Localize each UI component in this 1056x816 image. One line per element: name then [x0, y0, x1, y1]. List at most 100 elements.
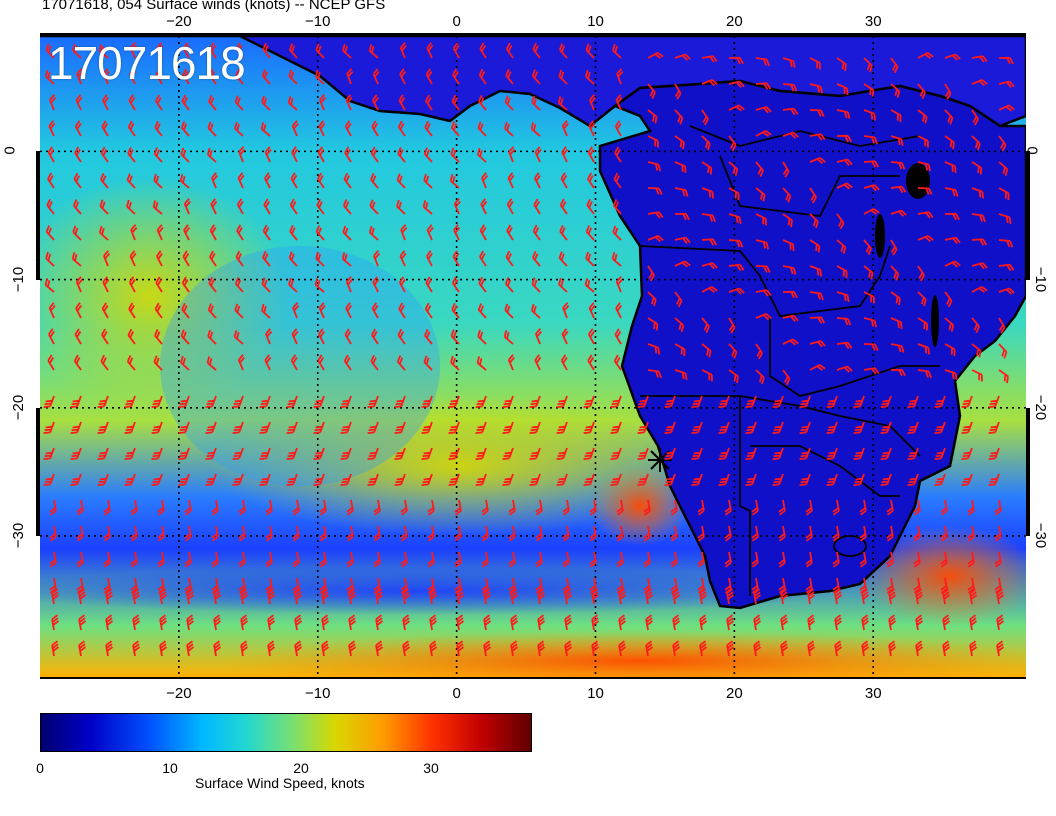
wind-barb — [368, 44, 379, 59]
wind-barb — [944, 260, 961, 268]
wind-barb — [180, 355, 190, 371]
wind-barb — [664, 473, 676, 486]
wind-barb — [755, 239, 770, 250]
wind-barb — [510, 614, 519, 631]
wind-barb — [969, 640, 978, 657]
wind-barb — [888, 588, 897, 605]
wind-barb — [782, 314, 799, 322]
wind-barb — [618, 640, 627, 657]
wind-barb — [863, 109, 876, 121]
wind-barb — [479, 224, 487, 241]
wind-barb — [344, 146, 352, 163]
wind-barb — [186, 640, 195, 657]
wind-barb — [961, 421, 973, 434]
lon-tick-top: −20 — [166, 13, 192, 30]
wind-barb — [724, 577, 732, 594]
wind-barb — [508, 146, 516, 163]
wind-barb — [367, 473, 379, 486]
wind-barb — [181, 94, 190, 111]
wind-barb — [612, 43, 622, 59]
wind-barb — [915, 614, 924, 631]
wind-barb — [701, 109, 709, 126]
wind-barb — [126, 199, 136, 215]
wind-barb — [74, 146, 82, 163]
wind-barb — [589, 577, 597, 594]
wind-barb — [261, 95, 271, 111]
wind-barb — [400, 499, 408, 516]
wind-barb — [317, 172, 325, 189]
wind-barb — [672, 614, 681, 631]
wind-barb — [397, 328, 406, 345]
wind-barb — [78, 588, 87, 605]
wind-barb — [70, 447, 82, 460]
wind-barb — [481, 577, 489, 594]
wind-barb — [159, 588, 168, 605]
wind-barb — [153, 147, 163, 163]
wind-barb — [944, 83, 952, 100]
wind-barb — [583, 447, 595, 460]
wind-barb — [971, 187, 984, 199]
wind-barb — [184, 551, 192, 568]
wind-barb — [456, 640, 465, 657]
wind-barb — [483, 614, 492, 631]
wind-barb — [47, 354, 55, 371]
wind-barb — [589, 94, 597, 111]
wind-barb — [691, 473, 703, 486]
wind-barb — [156, 224, 164, 241]
wind-barb — [618, 614, 627, 631]
wind-barb — [672, 588, 681, 605]
wind-barb — [674, 317, 685, 332]
wind-barb — [591, 640, 600, 657]
wind-barb — [944, 369, 958, 380]
wind-barb — [564, 588, 573, 605]
wind-barb — [98, 225, 109, 241]
wind-barb — [49, 525, 57, 542]
wind-barb — [348, 588, 357, 605]
lat-tick-left: −30 — [10, 522, 28, 549]
wind-barb — [207, 329, 217, 345]
wind-barb — [506, 198, 514, 215]
wind-barb — [424, 120, 433, 137]
wind-barb — [262, 224, 271, 241]
wind-barb — [51, 588, 60, 605]
wind-map[interactable] — [40, 36, 1026, 677]
wind-barb — [782, 265, 797, 275]
wind-barb — [535, 328, 543, 345]
wind-barb — [834, 588, 843, 605]
wind-barb — [151, 447, 163, 460]
wind-barb — [782, 369, 791, 386]
wind-barb — [101, 120, 109, 137]
wind-barb — [535, 499, 543, 516]
wind-barb — [614, 120, 622, 137]
wind-barb — [558, 277, 568, 293]
wind-barb — [288, 69, 298, 85]
wind-barb — [589, 525, 597, 542]
wind-barb — [181, 276, 190, 293]
wind-barb — [151, 473, 163, 486]
wind-barb — [618, 588, 627, 605]
wind-barb — [915, 640, 924, 657]
wind-barb — [863, 317, 878, 328]
wind-barb — [971, 55, 988, 63]
wind-barb — [647, 109, 658, 124]
wind-barb — [691, 395, 703, 408]
wind-barb — [859, 551, 867, 568]
wind-barb — [913, 499, 921, 516]
wind-barb — [782, 338, 799, 346]
wind-barb — [643, 551, 651, 568]
wind-barb — [371, 120, 379, 137]
wind-barb — [103, 577, 111, 594]
wind-barb — [259, 473, 271, 486]
wind-barb — [697, 499, 705, 516]
wind-barb — [647, 161, 662, 172]
wind-barb — [260, 303, 271, 319]
wind-barb — [508, 525, 516, 542]
wind-barb — [373, 525, 381, 542]
wind-barb — [836, 291, 850, 302]
wind-barb — [49, 577, 57, 594]
wind-barb — [450, 355, 460, 371]
wind-barb — [615, 94, 623, 111]
wind-barb — [726, 640, 735, 657]
wind-barb — [826, 395, 838, 408]
wind-barb — [126, 173, 136, 189]
